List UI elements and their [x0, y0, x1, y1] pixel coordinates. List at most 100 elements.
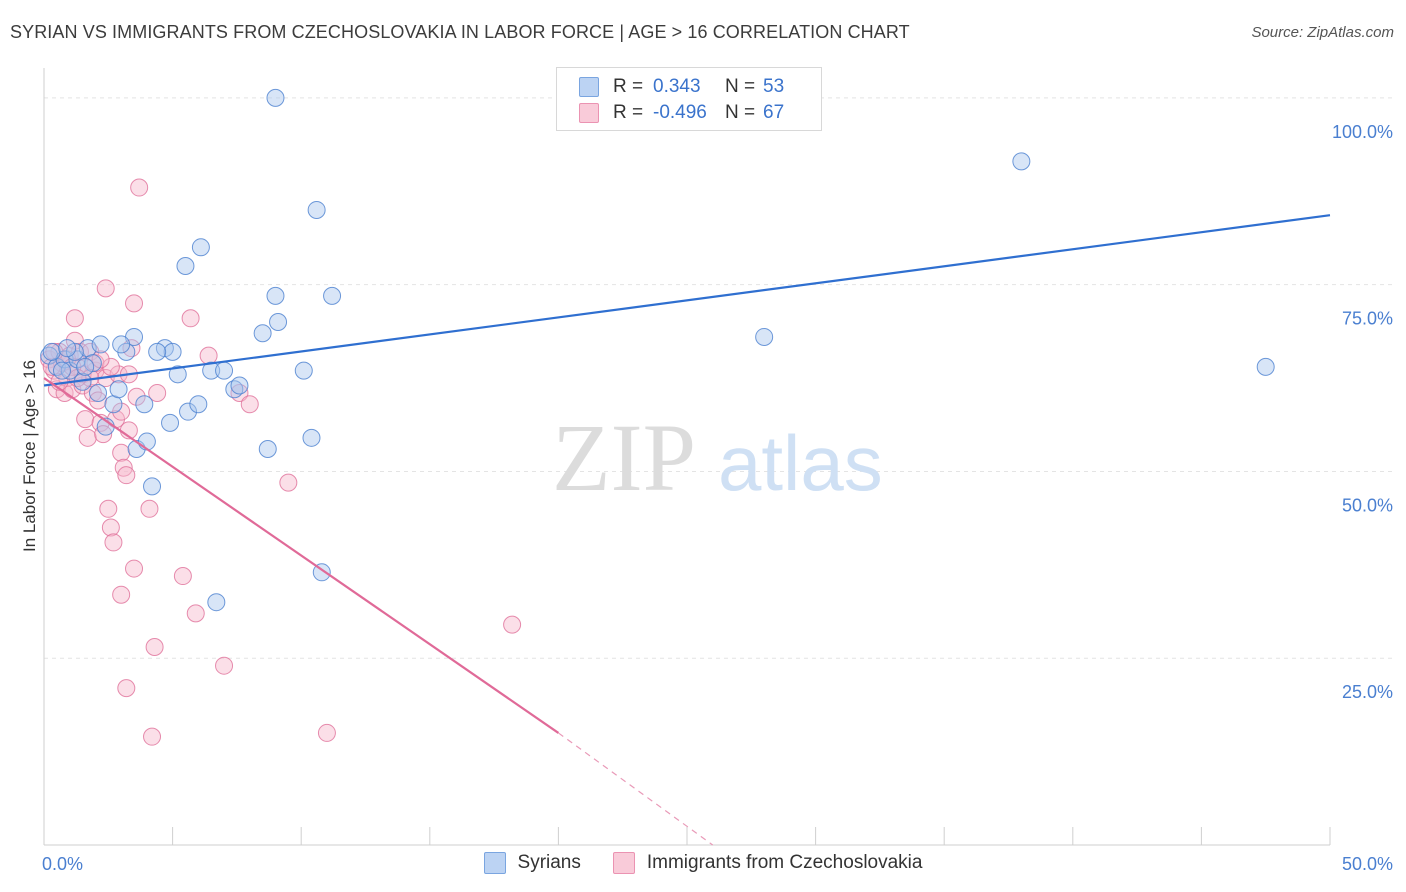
legend-n-key: N = — [725, 102, 756, 123]
legend-swatch-czechoslovakia — [612, 852, 635, 874]
legend-label-czechoslovakia: Immigrants from Czechoslovakia — [646, 852, 923, 873]
legend-row-syrians: R = 0.343 N = 53 — [579, 75, 784, 99]
watermark: ZIP atlas — [552, 404, 883, 511]
data-point-czechoslovakia — [317, 723, 336, 742]
data-point-syrians — [42, 342, 61, 361]
data-point-syrians — [76, 357, 95, 376]
data-point-czechoslovakia — [125, 559, 144, 578]
y-tick-label: 25.0% — [1342, 682, 1393, 702]
legend-item-czechoslovakia[interactable]: Immigrants from Czechoslovakia — [612, 852, 923, 874]
data-point-czechoslovakia — [112, 585, 131, 604]
data-point-czechoslovakia — [65, 309, 84, 328]
data-point-czechoslovakia — [140, 499, 159, 518]
data-point-syrians — [302, 428, 321, 447]
data-point-czechoslovakia — [503, 615, 522, 634]
data-point-czechoslovakia — [112, 443, 131, 462]
trend-line-czechoslovakia — [43, 377, 560, 734]
data-point-czechoslovakia — [181, 309, 200, 328]
data-point-syrians — [89, 383, 108, 402]
legend-r-key: R = — [613, 102, 644, 123]
legend-r-key: R = — [613, 76, 644, 97]
data-point-czechoslovakia — [186, 604, 205, 623]
trend-lines — [43, 214, 1331, 846]
x-tick-label: 0.0% — [42, 854, 83, 874]
data-point-syrians — [112, 335, 131, 354]
source-label: Source: ZipAtlas.com — [1251, 24, 1394, 41]
legend-r-value: 0.343 — [653, 76, 701, 97]
y-tick-label: 75.0% — [1342, 309, 1393, 329]
trend-line-czechoslovakia-extension — [558, 732, 714, 846]
legend-item-syrians[interactable]: Syrians — [483, 852, 581, 874]
data-point-czechoslovakia — [101, 518, 120, 537]
data-point-czechoslovakia — [215, 656, 234, 675]
data-point-czechoslovakia — [89, 391, 108, 410]
data-point-syrians — [163, 342, 182, 361]
data-point-czechoslovakia — [125, 294, 144, 313]
data-point-syrians — [137, 432, 156, 451]
data-point-syrians — [207, 593, 226, 612]
data-point-czechoslovakia — [145, 638, 164, 657]
data-point-syrians — [191, 238, 210, 257]
data-point-syrians — [58, 339, 77, 358]
data-point-czechoslovakia — [148, 383, 167, 402]
x-tick-labels: 0.0% 50.0% — [42, 854, 1393, 874]
data-point-syrians — [179, 402, 198, 421]
data-point-czechoslovakia — [101, 357, 120, 376]
legend-label-syrians: Syrians — [517, 852, 581, 873]
data-point-syrians — [307, 200, 326, 219]
data-point-syrians — [266, 88, 285, 107]
data-point-syrians — [68, 350, 87, 369]
data-point-syrians — [161, 413, 180, 432]
series-legend: Syrians Immigrants from Czechoslovakia — [0, 852, 1406, 874]
series-syrians-points — [40, 88, 1275, 612]
data-point-syrians — [53, 361, 72, 380]
legend-swatch-pink — [579, 103, 599, 123]
legend-n-key: N = — [725, 76, 756, 97]
data-point-czechoslovakia — [127, 387, 146, 406]
data-point-syrians — [266, 286, 285, 305]
x-tick-label: 50.0% — [1342, 854, 1393, 874]
data-point-syrians — [143, 477, 162, 496]
data-point-czechoslovakia — [117, 679, 136, 698]
legend-r-value: -0.496 — [653, 102, 707, 123]
data-point-syrians — [109, 380, 128, 399]
data-point-syrians — [253, 324, 272, 343]
data-point-syrians — [323, 286, 342, 305]
data-point-syrians — [1012, 152, 1031, 171]
axes — [43, 68, 1331, 846]
data-point-syrians — [104, 395, 123, 414]
legend-swatch-syrians — [483, 852, 506, 874]
data-point-czechoslovakia — [96, 279, 115, 298]
data-point-syrians — [168, 365, 187, 384]
data-point-syrians — [269, 313, 288, 332]
data-point-syrians — [91, 335, 110, 354]
legend-row-czechoslovakia: R = -0.496 N = 67 — [579, 101, 784, 125]
y-tick-labels: 25.0% 50.0% 75.0% 100.0% — [1332, 122, 1393, 702]
legend-swatch-blue — [579, 77, 599, 97]
data-point-syrians — [148, 342, 167, 361]
data-point-syrians — [230, 376, 249, 395]
data-point-czechoslovakia — [117, 466, 136, 485]
watermark-atlas: atlas — [718, 419, 883, 507]
trend-line-syrians — [43, 214, 1331, 387]
data-point-czechoslovakia — [112, 402, 131, 421]
legend-n-value: 53 — [763, 76, 785, 97]
series-czechoslovakia-points — [40, 178, 522, 746]
data-point-czechoslovakia — [94, 425, 113, 444]
watermark-zip: ZIP — [552, 404, 696, 511]
data-point-syrians — [258, 440, 277, 459]
data-point-czechoslovakia — [130, 178, 149, 197]
y-tick-label: 100.0% — [1332, 122, 1393, 142]
legend-n-value: 67 — [763, 102, 785, 123]
data-point-syrians — [294, 361, 313, 380]
data-point-syrians — [176, 256, 195, 275]
data-point-syrians — [1256, 357, 1275, 376]
data-point-syrians — [202, 361, 221, 380]
data-point-czechoslovakia — [114, 458, 133, 477]
data-point-czechoslovakia — [279, 473, 298, 492]
data-point-czechoslovakia — [99, 499, 118, 518]
data-point-czechoslovakia — [240, 395, 259, 414]
grid-lines — [44, 97, 1392, 659]
data-point-czechoslovakia — [199, 346, 218, 365]
